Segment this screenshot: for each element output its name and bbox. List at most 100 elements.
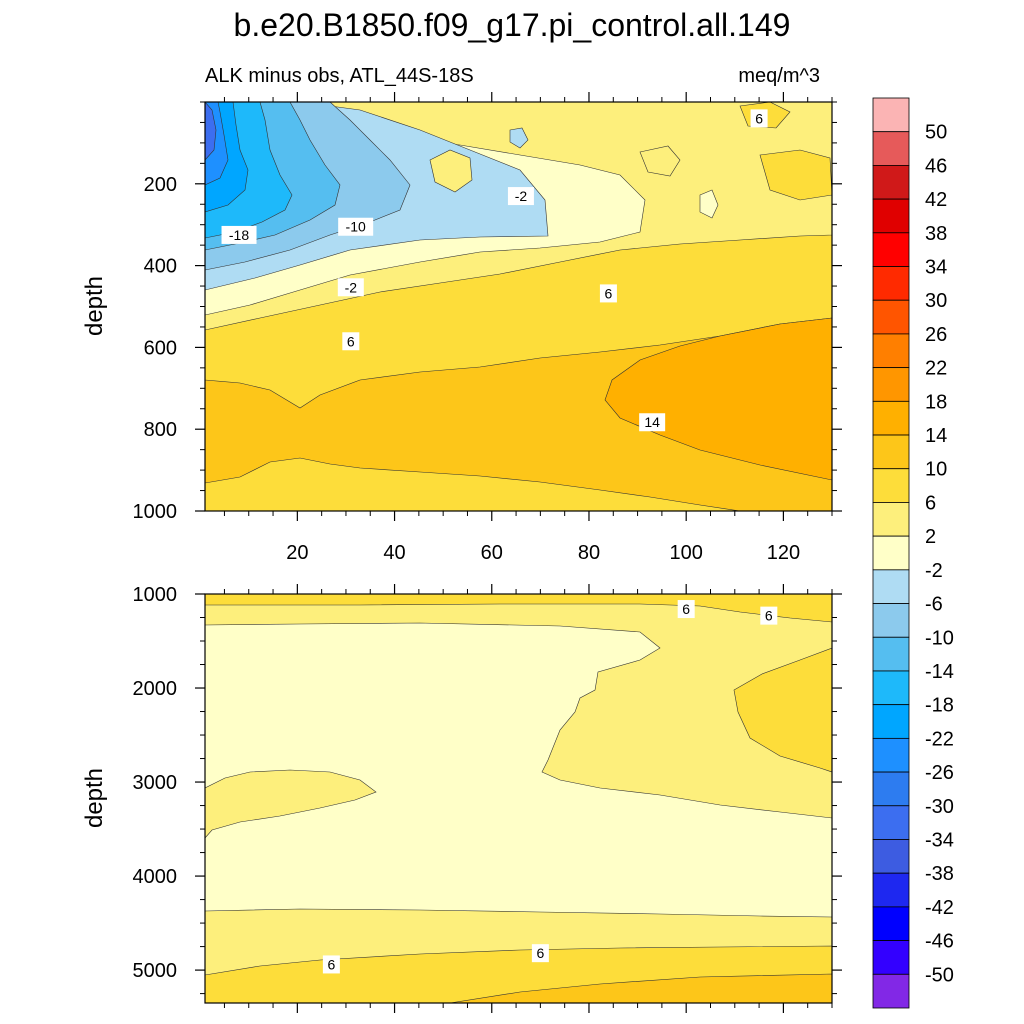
contour-label: -2: [345, 279, 358, 295]
contour-label-bg: [507, 187, 534, 206]
top-y-ticks: 200 400 600 800 1000: [133, 101, 842, 523]
colorbar-label: -30: [925, 796, 954, 818]
colorbar-label: 2: [925, 526, 936, 548]
colorbar-label: 6: [925, 492, 936, 514]
top-y-tick-label: 600: [144, 337, 177, 359]
bottom-y-tick-label: 2000: [133, 678, 178, 700]
colorbar-label: -26: [925, 762, 954, 784]
colorbar-swatch: [872, 502, 910, 537]
colorbar-label: 42: [925, 189, 947, 211]
contour-label: 6: [605, 285, 613, 301]
contour-label: 6: [682, 601, 690, 617]
colorbar-label: -42: [925, 897, 954, 919]
colorbar-swatch: [872, 367, 910, 402]
colorbar-label: 26: [925, 324, 947, 346]
colorbar-label: -38: [925, 863, 954, 885]
colorbar-label: -34: [925, 829, 954, 851]
top-x-tick-label: 60: [481, 542, 503, 564]
fill-18-22: [604, 317, 832, 481]
colorbar-label: -2: [925, 560, 943, 582]
colorbar-swatch: [872, 839, 910, 874]
bottom-panel: 1000 2000 3000 4000 5000 6 6 6 6 depth: [81, 584, 842, 1013]
top-x-tick-label: 80: [578, 542, 600, 564]
top-x-ticks: 20 40 60 80 100 120: [223, 92, 833, 564]
colorbar-label: 46: [925, 155, 947, 177]
patch-2-c: [699, 189, 719, 219]
contour-label-bg: [531, 944, 549, 963]
colorbar-swatch: [872, 400, 910, 436]
colorbar-swatch: [872, 805, 910, 840]
fill-6-10-right: [733, 647, 832, 773]
colorbar-label: -14: [925, 661, 954, 683]
colorbar-swatch: [872, 434, 910, 470]
bottom-y-ticks: 1000 2000 3000 4000 5000: [133, 584, 842, 995]
bottom-contour-labels: 6 6 6 6: [322, 600, 778, 974]
contour-label-bg: [337, 278, 364, 297]
colorbar-swatch: [872, 603, 910, 638]
colorbar-label: -22: [925, 728, 954, 750]
top-x-tick-label: 20: [286, 542, 308, 564]
bottom-plot-frame: [204, 593, 833, 1004]
colorbar-swatch: [872, 333, 910, 369]
bottom-y-tick-label: 5000: [133, 960, 178, 982]
contour-label-bg: [677, 600, 695, 619]
contour-label-bg: [322, 955, 340, 974]
bottom-panel-fill: [205, 594, 832, 1003]
contour-label-bg: [639, 413, 666, 432]
colorbar-label: -46: [925, 931, 954, 953]
contour-label-bg: [760, 606, 778, 625]
colorbar-label: 38: [925, 223, 947, 245]
patch-2-b: [639, 145, 681, 177]
chart-subtitle: ALK minus obs, ATL_44S-18S: [205, 65, 474, 87]
colorbar-swatch: [872, 737, 910, 773]
top-x-tick-label: 40: [383, 542, 405, 564]
colorbar-swatch: [872, 569, 910, 604]
contour-label: -2: [515, 188, 528, 204]
contour-label-bg: [338, 217, 374, 236]
units-label: meq/m^3: [738, 65, 820, 87]
colorbar-label: 18: [925, 391, 947, 413]
bottom-x-ticks: [223, 584, 833, 1013]
colorbar-swatch: [872, 940, 910, 975]
contour-label: 6: [327, 956, 335, 972]
colorbar-label: -18: [925, 695, 954, 717]
contour-label-bg: [599, 284, 617, 303]
colorbar-label: -50: [925, 964, 954, 986]
colorbar-label: -10: [925, 627, 954, 649]
contour-label-bg: [221, 225, 257, 244]
bottom-y-tick-label: 3000: [133, 772, 178, 794]
colorbar-swatch: [872, 636, 910, 672]
bottom-y-axis-label: depth: [81, 768, 108, 828]
patch-2-6-left: [205, 769, 377, 839]
colorbar-label: 14: [925, 425, 947, 447]
top-x-tick-label: 100: [669, 542, 702, 564]
colorbar-label: 10: [925, 459, 947, 481]
top-y-tick-label: 400: [144, 256, 177, 278]
colorbar-swatch: [872, 198, 910, 234]
colorbar-label: 34: [925, 257, 947, 279]
contour-label: 14: [644, 414, 660, 430]
patch-2-a: [429, 149, 473, 193]
top-y-tick-label: 800: [144, 419, 177, 441]
colorbar-swatch: [872, 266, 910, 301]
colorbar: 50 46 42 38 34 30 26 22 18 14 10 6 2 -2 -6 -10 -14 -18 -22…: [872, 97, 954, 1009]
colorbar-swatch: [872, 872, 910, 908]
colorbar-swatch: [872, 704, 910, 739]
top-x-tick-label: 120: [767, 542, 800, 564]
contour-label: 6: [765, 608, 773, 624]
bottom-y-tick-label: 4000: [133, 866, 178, 888]
contour-label: -10: [346, 219, 366, 235]
colorbar-label: -6: [925, 594, 943, 616]
colorbar-swatch: [872, 165, 910, 200]
fill-10-14-top: [205, 457, 741, 511]
top-y-tick-label: 200: [144, 174, 177, 196]
fill-10-14-bottom: [449, 973, 832, 1003]
contour-label: 6: [755, 110, 763, 126]
contour-label: 6: [536, 945, 544, 961]
top-panel-fill: [205, 102, 832, 511]
fill-6-10-top-strip: [205, 594, 832, 623]
contour-label: -18: [229, 227, 249, 243]
colorbar-swatch: [872, 299, 910, 335]
chart-title: b.e20.B1850.f09_g17.pi_control.all.149: [234, 7, 791, 43]
